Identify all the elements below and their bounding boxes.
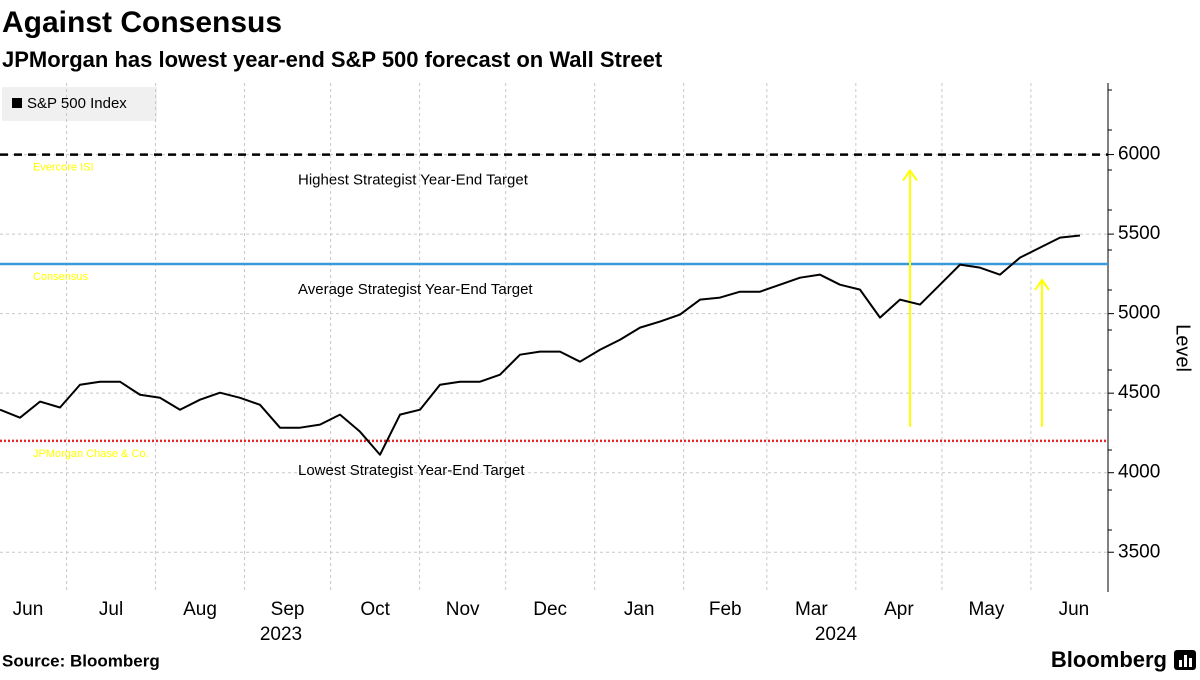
x-tick-label: Sep: [271, 599, 305, 620]
x-tick-label: Jul: [99, 599, 123, 620]
chart-title: Against Consensus: [2, 6, 282, 39]
x-tick-label: Aug: [183, 599, 217, 620]
legend-label: S&P 500 Index: [27, 95, 127, 112]
x-tick-label: Dec: [533, 599, 567, 620]
x-year-label: 2024: [815, 624, 858, 645]
legend-box: [2, 87, 157, 121]
arrow-head: [1034, 278, 1050, 291]
brand-icon: [1174, 650, 1196, 670]
x-tick-label: Jan: [624, 599, 655, 620]
reference-label: Lowest Strategist Year-End Target: [298, 462, 525, 479]
x-tick-label: Nov: [446, 599, 480, 620]
x-tick-label: Apr: [884, 599, 914, 620]
x-tick-label: Feb: [709, 599, 742, 620]
source: Source: Bloomberg: [2, 651, 160, 670]
y-tick-label: 3500: [1118, 541, 1160, 562]
arrow-head: [902, 168, 918, 182]
x-tick-label: Jun: [13, 599, 44, 620]
y-tick-label: 5000: [1118, 303, 1160, 324]
x-tick-label: May: [968, 599, 1004, 620]
x-tick-label: Oct: [360, 599, 390, 620]
y-axis-label: Level: [1172, 324, 1194, 372]
reference-name: JPMorgan Chase & Co.: [33, 448, 149, 460]
legend-swatch: [12, 98, 22, 108]
y-tick-label: 4000: [1118, 462, 1160, 483]
y-tick-label: 6000: [1118, 144, 1160, 165]
x-year-label: 2023: [260, 624, 302, 645]
y-tick-label: 4500: [1118, 382, 1160, 403]
reference-name: Consensus: [33, 271, 89, 283]
series-line: [0, 234, 1081, 456]
reference-name: Evercore ISI: [33, 161, 94, 173]
chart-subtitle: JPMorgan has lowest year-end S&P 500 for…: [2, 47, 663, 72]
x-tick-label: Jun: [1059, 599, 1090, 620]
y-tick-label: 5500: [1118, 223, 1160, 244]
brand: Bloomberg: [1051, 647, 1167, 672]
reference-label: Average Strategist Year-End Target: [298, 281, 533, 298]
x-tick-label: Mar: [795, 599, 828, 620]
reference-label: Highest Strategist Year-End Target: [298, 172, 529, 189]
